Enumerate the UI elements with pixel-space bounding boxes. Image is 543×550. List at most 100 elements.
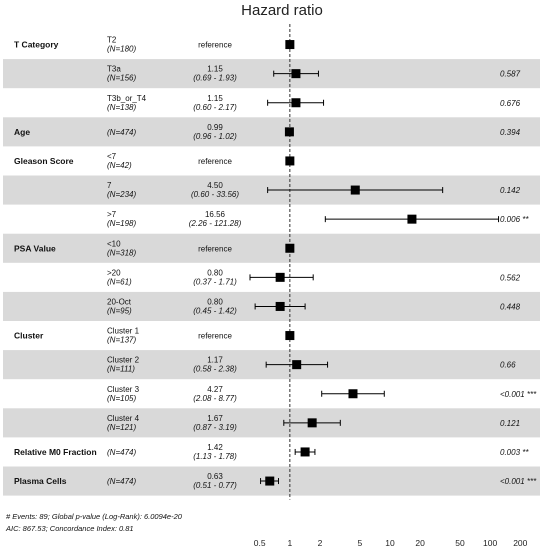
p-value: 0.006 ** — [500, 215, 529, 224]
hr-value: 1.17 — [207, 356, 223, 365]
variable-label: Cluster — [14, 331, 44, 341]
hr-point — [275, 272, 285, 282]
x-tick-label: 1 — [287, 538, 292, 548]
ci-value: (0.45 - 1.42) — [193, 306, 237, 315]
forest-row: Cluster 4(N=121) 1.67(0.87 - 3.19) 0.121 — [107, 414, 520, 432]
forest-row: 20-Oct(N=95) 0.80(0.45 - 1.42) 0.448 — [107, 297, 521, 315]
p-value: 0.142 — [500, 186, 521, 195]
n-label: (N=234) — [107, 190, 136, 199]
hr-point — [291, 98, 301, 108]
hr-value: 0.80 — [207, 297, 223, 306]
p-value: 0.66 — [500, 361, 516, 370]
x-tick-label: 200 — [513, 538, 527, 548]
row-shade — [3, 233, 540, 263]
forest-row: Relative M0 Fraction (N=474) 1.42(1.13 - 1… — [14, 443, 529, 461]
forest-row: Age (N=474) 0.99(0.96 - 1.02) 0.394 — [14, 123, 521, 141]
ci-value: (0.60 - 2.17) — [193, 103, 237, 112]
n-label: (N=474) — [107, 448, 136, 457]
level-label: Cluster 1 — [107, 327, 140, 336]
hr-value: reference — [198, 41, 232, 50]
hr-value: 1.15 — [207, 94, 223, 103]
n-label: (N=61) — [107, 277, 132, 286]
n-label: (N=156) — [107, 74, 136, 83]
hr-value: 0.63 — [207, 472, 223, 481]
footnote-aic: AIC: 867.53; Concordance Index: 0.81 — [5, 524, 134, 533]
forest-row: T3b_or_T4(N=138) 1.15(0.60 - 2.17) 0.676 — [107, 94, 521, 112]
hr-point — [307, 418, 317, 428]
hr-point — [300, 447, 310, 457]
forest-row: Gleason Score <7(N=42) reference — [14, 152, 295, 170]
p-value: 0.003 ** — [500, 448, 529, 457]
row-shade — [3, 408, 540, 438]
ci-value: (0.58 - 2.38) — [193, 365, 237, 374]
hr-value: 1.15 — [207, 65, 223, 74]
n-label: (N=318) — [107, 248, 136, 257]
hr-value: reference — [198, 157, 232, 166]
p-value: 0.587 — [500, 70, 521, 79]
ci-value: (2.26 - 121.28) — [189, 219, 242, 228]
hr-point — [285, 40, 295, 50]
forest-row: >20(N=61) 0.80(0.37 - 1.71) 0.562 — [107, 268, 521, 286]
forest-row: Cluster Cluster 1(N=137) reference — [14, 327, 295, 345]
level-label: Cluster 2 — [107, 356, 140, 365]
p-value: <0.001 *** — [500, 390, 537, 399]
x-tick-label: 0.5 — [254, 538, 266, 548]
hr-point — [265, 476, 275, 486]
level-label: 20-Oct — [107, 297, 132, 306]
ci-value: (0.69 - 1.93) — [193, 74, 237, 83]
n-label: (N=474) — [107, 128, 136, 137]
hr-point — [285, 156, 295, 166]
level-label: >20 — [107, 268, 121, 277]
forest-row: Cluster 3(N=105) 4.27(2.08 - 8.77) <0.001 … — [107, 385, 537, 403]
hr-point — [275, 301, 285, 311]
hr-value: 0.99 — [207, 123, 223, 132]
variable-label: Age — [14, 127, 30, 137]
variable-label: Gleason Score — [14, 156, 74, 166]
n-label: (N=137) — [107, 336, 136, 345]
hr-point — [291, 69, 301, 79]
n-label: (N=111) — [107, 365, 135, 374]
p-value: 0.562 — [500, 273, 521, 282]
footnotes: # Events: 89; Global p-value (Log-Rank):… — [5, 512, 183, 533]
p-value: <0.001 *** — [500, 477, 537, 486]
hr-value: 0.80 — [207, 268, 223, 277]
level-label: Cluster 3 — [107, 385, 140, 394]
hr-value: reference — [198, 244, 232, 253]
level-label: Cluster 4 — [107, 414, 140, 423]
x-tick-label: 20 — [415, 538, 425, 548]
ci-value: (0.60 - 33.56) — [191, 190, 239, 199]
x-tick-label: 2 — [318, 538, 323, 548]
hr-value: 4.50 — [207, 181, 223, 190]
footnote-events: # Events: 89; Global p-value (Log-Rank):… — [6, 512, 183, 521]
n-label: (N=474) — [107, 477, 136, 486]
n-label: (N=95) — [107, 306, 132, 315]
x-tick-label: 10 — [385, 538, 395, 548]
forest-row: Plasma Cells (N=474) 0.63(0.51 - 0.77) <0.0… — [14, 472, 537, 490]
hr-point — [407, 214, 417, 224]
chart-title: Hazard ratio — [241, 2, 323, 19]
row-shade — [3, 117, 540, 147]
level-label: <7 — [107, 152, 117, 161]
x-tick-label: 50 — [455, 538, 465, 548]
variable-label: Plasma Cells — [14, 476, 67, 486]
forest-row: PSA Value <10(N=318) reference — [14, 239, 295, 257]
level-label: 7 — [107, 181, 112, 190]
p-value: 0.448 — [500, 302, 521, 311]
forest-row: >7(N=198) 16.56(2.26 - 121.28) 0.006 ** — [107, 210, 529, 228]
ci-value: (0.37 - 1.71) — [193, 277, 237, 286]
ci-value: (1.13 - 1.78) — [193, 452, 237, 461]
hr-value: reference — [198, 332, 232, 341]
n-label: (N=180) — [107, 45, 136, 54]
forest-row: Cluster 2(N=111) 1.17(0.58 - 2.38) 0.66 — [107, 356, 516, 374]
hr-point — [285, 331, 295, 341]
level-label: >7 — [107, 210, 117, 219]
ci-value: (0.51 - 0.77) — [193, 481, 237, 490]
x-tick-label: 5 — [357, 538, 362, 548]
hr-value: 16.56 — [205, 210, 226, 219]
level-label: T2 — [107, 36, 117, 45]
forest-row: T Category T2(N=180) reference — [14, 36, 295, 54]
forest-rows: T Category T2(N=180) reference T3a(N=156) 1.… — [14, 36, 537, 490]
forest-row: 7(N=234) 4.50(0.60 - 33.56) 0.142 — [107, 181, 521, 199]
hr-point — [285, 243, 295, 253]
x-tick-label: 100 — [483, 538, 497, 548]
